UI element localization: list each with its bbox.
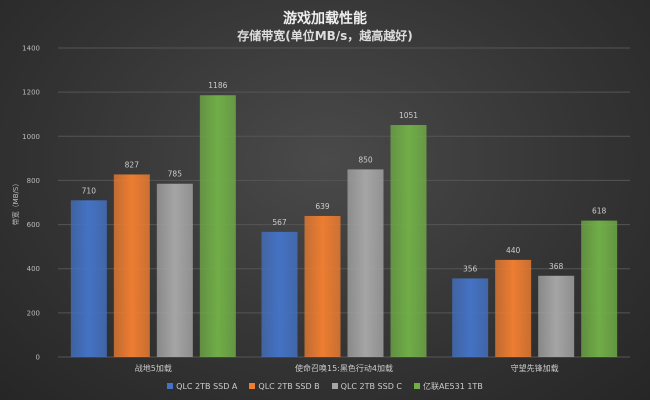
- y-tick-label: 1000: [22, 133, 40, 141]
- data-label: 440: [506, 246, 521, 255]
- y-tick-label: 1200: [22, 89, 40, 97]
- y-tick-label: 400: [27, 265, 40, 273]
- data-label: 827: [125, 160, 140, 169]
- x-category-label: 守望先锋加载: [511, 363, 559, 373]
- legend-label: QLC 2TB SSD C: [340, 382, 402, 391]
- legend-item: QLC 2TB SSD B: [249, 382, 320, 391]
- bar: [156, 183, 193, 357]
- data-label: 567: [272, 218, 287, 227]
- data-label: 356: [463, 264, 478, 273]
- legend-item: QLC 2TB SSD C: [331, 382, 402, 391]
- data-label: 1186: [208, 81, 227, 90]
- legend-label: QLC 2TB SSD B: [258, 382, 320, 391]
- legend-swatch: [249, 383, 256, 389]
- bar: [261, 231, 298, 357]
- bar: [495, 259, 532, 357]
- data-label: 368: [549, 262, 564, 271]
- bar: [452, 278, 489, 357]
- x-category-label: 使命召唤15:黑色行动4加载: [295, 363, 393, 373]
- data-label: 1051: [399, 111, 418, 120]
- y-axis-label: 带宽（MB/S）: [11, 180, 20, 226]
- legend-swatch: [331, 383, 338, 389]
- legend-item: QLC 2TB SSD A: [167, 382, 237, 391]
- legend-swatch: [167, 383, 174, 389]
- y-tick-label: 0: [36, 354, 40, 362]
- bar: [304, 215, 341, 357]
- bar: [347, 169, 384, 357]
- bar: [199, 95, 236, 358]
- bar: [390, 125, 427, 357]
- chart-subtitle: 存储带宽(单位MB/s，越高越好): [237, 29, 413, 43]
- legend-item: 亿联AE531 1TB: [414, 381, 483, 392]
- data-label: 618: [592, 207, 607, 216]
- legend-swatch: [414, 383, 420, 389]
- legend-label: 亿联AE531 1TB: [423, 382, 483, 391]
- x-category-label: 战地5加载: [135, 363, 172, 373]
- y-tick-label: 1400: [22, 45, 40, 53]
- y-tick-label: 800: [27, 177, 40, 185]
- data-label: 785: [168, 170, 183, 179]
- y-tick-label: 200: [27, 309, 40, 317]
- legend: QLC 2TB SSD A QLC 2TB SSD B QLC 2TB SSD C 亿…: [0, 381, 650, 392]
- bar: [70, 200, 107, 357]
- legend-label: QLC 2TB SSD A: [176, 382, 238, 391]
- data-label: 850: [358, 155, 373, 164]
- chart-title: 游戏加载性能: [283, 11, 367, 27]
- bar: [538, 275, 575, 357]
- bar: [581, 220, 618, 357]
- y-tick-label: 600: [27, 221, 40, 229]
- data-label: 639: [315, 202, 330, 211]
- data-label: 710: [82, 186, 97, 195]
- bar: [113, 174, 150, 357]
